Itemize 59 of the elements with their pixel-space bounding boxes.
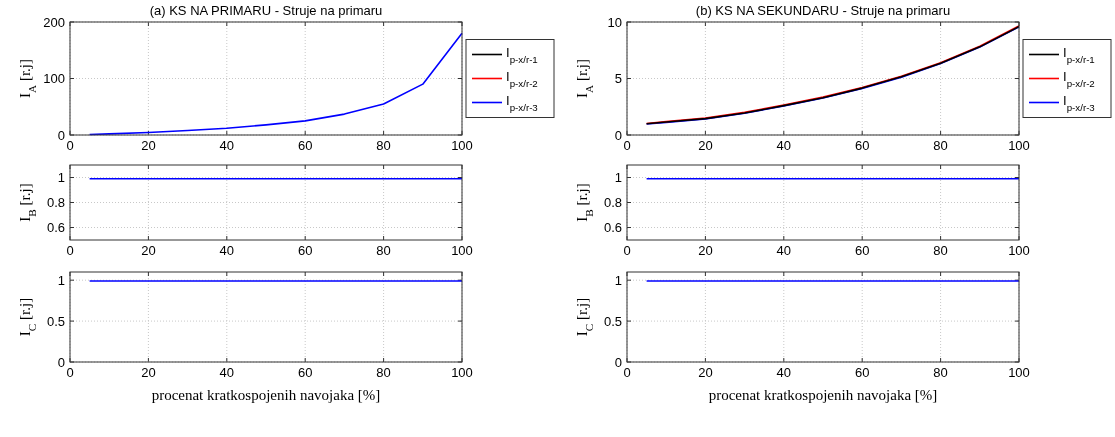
legend-label: I$_{p-x/r-2}$ xyxy=(506,68,538,88)
y-tick-label: 0.8 xyxy=(46,195,65,210)
legend-label: I$_{p-x/r-2}$ xyxy=(1063,68,1095,88)
x-tick-label: 100 xyxy=(451,138,473,153)
y-tick-label: 0 xyxy=(57,127,65,143)
y-tick-label: 0.5 xyxy=(46,313,65,329)
x-tick-label: 80 xyxy=(933,243,948,258)
x-tick-label: 80 xyxy=(376,138,391,153)
x-tick-label: 40 xyxy=(219,138,235,153)
legend-label: I$_{p-x/r-1}$ xyxy=(1063,44,1095,64)
x-tick-label: 20 xyxy=(141,138,156,153)
x-tick-label: 100 xyxy=(451,243,473,258)
x-tick-label: 20 xyxy=(141,365,156,380)
x-axis-title: procenat kratkospojenih navojaka [%] xyxy=(708,387,938,403)
legend-label: I$_{p-x/r-3}$ xyxy=(1063,92,1095,112)
x-tick-label: 100 xyxy=(1008,365,1030,380)
x-tick-label: 20 xyxy=(141,243,156,258)
x-tick-label: 60 xyxy=(297,243,313,258)
y-tick-label: 0.6 xyxy=(46,220,65,235)
y-tick-label: 1 xyxy=(57,170,65,185)
x-tick-label: 60 xyxy=(854,365,870,380)
chart-title: (a) KS NA PRIMARU - Struje na primaru xyxy=(149,3,383,18)
x-tick-label: 60 xyxy=(297,365,313,380)
x-tick-label: 60 xyxy=(297,138,313,153)
x-tick-label: 40 xyxy=(219,243,235,258)
chart-title: (b) KS NA SEKUNDARU - Struje na primaru xyxy=(695,3,951,18)
y-tick-label: 0.5 xyxy=(603,313,622,329)
y-tick-label: 200 xyxy=(43,14,65,30)
x-tick-label: 80 xyxy=(933,138,948,153)
x-tick-label: 40 xyxy=(776,243,792,258)
y-tick-label: 1 xyxy=(614,170,622,185)
x-tick-label: 40 xyxy=(776,365,792,380)
x-tick-label: 100 xyxy=(1008,243,1030,258)
y-tick-label: 10 xyxy=(607,14,622,30)
x-tick-label: 100 xyxy=(451,365,473,380)
x-tick-label: 40 xyxy=(219,365,235,380)
x-tick-label: 80 xyxy=(376,243,391,258)
y-tick-label: 0 xyxy=(614,127,622,143)
y-tick-label: 0 xyxy=(614,354,622,370)
x-tick-label: 20 xyxy=(698,365,713,380)
x-tick-label: 20 xyxy=(698,243,713,258)
x-tick-label: 60 xyxy=(854,243,870,258)
y-tick-label: 0 xyxy=(57,354,65,370)
y-tick-label: 100 xyxy=(43,71,65,86)
line-series xyxy=(645,25,1020,125)
y-tick-label: 1 xyxy=(57,272,65,288)
x-axis-title: procenat kratkospojenih navojaka [%] xyxy=(151,387,381,403)
y-tick-label: 0.8 xyxy=(603,195,622,210)
x-tick-label: 100 xyxy=(1008,138,1030,153)
legend-label: I$_{p-x/r-3}$ xyxy=(506,92,538,112)
x-tick-label: 80 xyxy=(376,365,391,380)
x-tick-label: 40 xyxy=(776,138,792,153)
x-tick-label: 80 xyxy=(933,365,948,380)
x-tick-label: 20 xyxy=(698,138,713,153)
y-tick-label: 1 xyxy=(614,272,622,288)
y-tick-label: 0.6 xyxy=(603,220,622,235)
x-tick-label: 60 xyxy=(854,138,870,153)
legend-label: I$_{p-x/r-1}$ xyxy=(506,44,538,64)
y-tick-label: 5 xyxy=(614,71,622,86)
